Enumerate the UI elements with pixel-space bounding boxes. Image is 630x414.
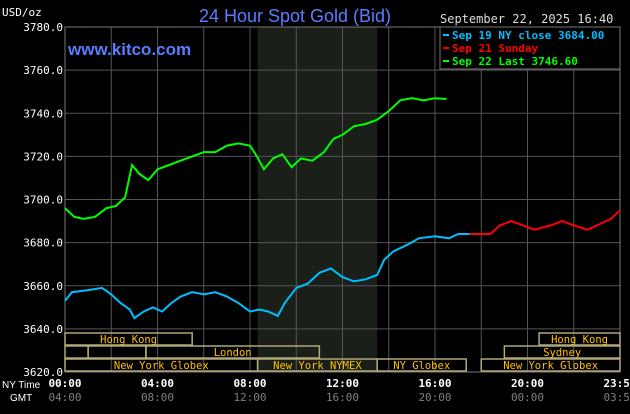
x-tick-ny: 00:00	[48, 377, 81, 390]
session-label: Hong Kong	[100, 334, 157, 346]
y-tick-label: 3700.0	[23, 194, 63, 207]
legend-entry: Sep 21 Sunday	[452, 42, 538, 55]
legend-box	[439, 26, 621, 70]
x-tick-ny: 16:00	[418, 377, 451, 390]
series-line-2	[64, 97, 447, 220]
x-tick-gmt: 04:00	[48, 391, 81, 404]
legend-entry: Sep 19 NY close 3684.00	[452, 29, 604, 42]
series-line-0	[64, 233, 470, 320]
session-box	[64, 345, 89, 359]
x-tick-gmt: 00:00	[511, 391, 544, 404]
y-tick-label: 3680.0	[23, 237, 63, 250]
kitco-watermark: www.kitco.com	[67, 40, 191, 59]
plot-border	[64, 26, 621, 373]
session-label: NY Globex	[393, 360, 450, 372]
session-label: New York NYMEX	[273, 360, 362, 372]
session-label: New York Globex	[114, 360, 209, 372]
session-label: Hong Kong	[551, 334, 608, 346]
session-label: London	[214, 347, 252, 359]
session-label: New York Globex	[503, 360, 598, 372]
y-tick-label: 3780.0	[23, 21, 63, 34]
legend-entry: Sep 22 Last 3746.60	[452, 55, 578, 68]
session-box	[376, 358, 467, 372]
unit-label: USD/oz	[2, 6, 42, 19]
x-tick-ny: 04:00	[141, 377, 174, 390]
gmt-label: GMT	[10, 393, 32, 404]
y-tick-label: 3740.0	[23, 107, 63, 120]
session-box	[87, 345, 147, 359]
session-box	[480, 358, 621, 372]
x-tick-gmt: 03:59	[603, 391, 630, 404]
ny-time-label: NY Time	[2, 380, 41, 391]
x-tick-ny: 20:00	[511, 377, 544, 390]
timestamp: September 22, 2025 16:40	[440, 12, 613, 26]
series-line-1	[469, 209, 621, 235]
session-box	[503, 345, 621, 359]
y-tick-label: 3620.0	[23, 366, 63, 379]
session-label: Sydney	[543, 347, 581, 359]
y-tick-label: 3760.0	[23, 64, 63, 77]
y-tick-label: 3640.0	[23, 323, 63, 336]
session-box	[145, 345, 321, 359]
y-tick-label: 3720.0	[23, 150, 63, 163]
chart-title: 24 Hour Spot Gold (Bid)	[199, 6, 391, 26]
session-box	[538, 332, 621, 346]
x-tick-ny: 08:00	[233, 377, 266, 390]
y-tick-label: 3660.0	[23, 280, 63, 293]
session-box	[64, 332, 193, 346]
x-tick-ny: 23:59	[603, 377, 630, 390]
x-tick-gmt: 08:00	[141, 391, 174, 404]
x-tick-gmt: 20:00	[418, 391, 451, 404]
x-tick-gmt: 16:00	[326, 391, 359, 404]
x-tick-gmt: 12:00	[233, 391, 266, 404]
x-tick-ny: 12:00	[326, 377, 359, 390]
